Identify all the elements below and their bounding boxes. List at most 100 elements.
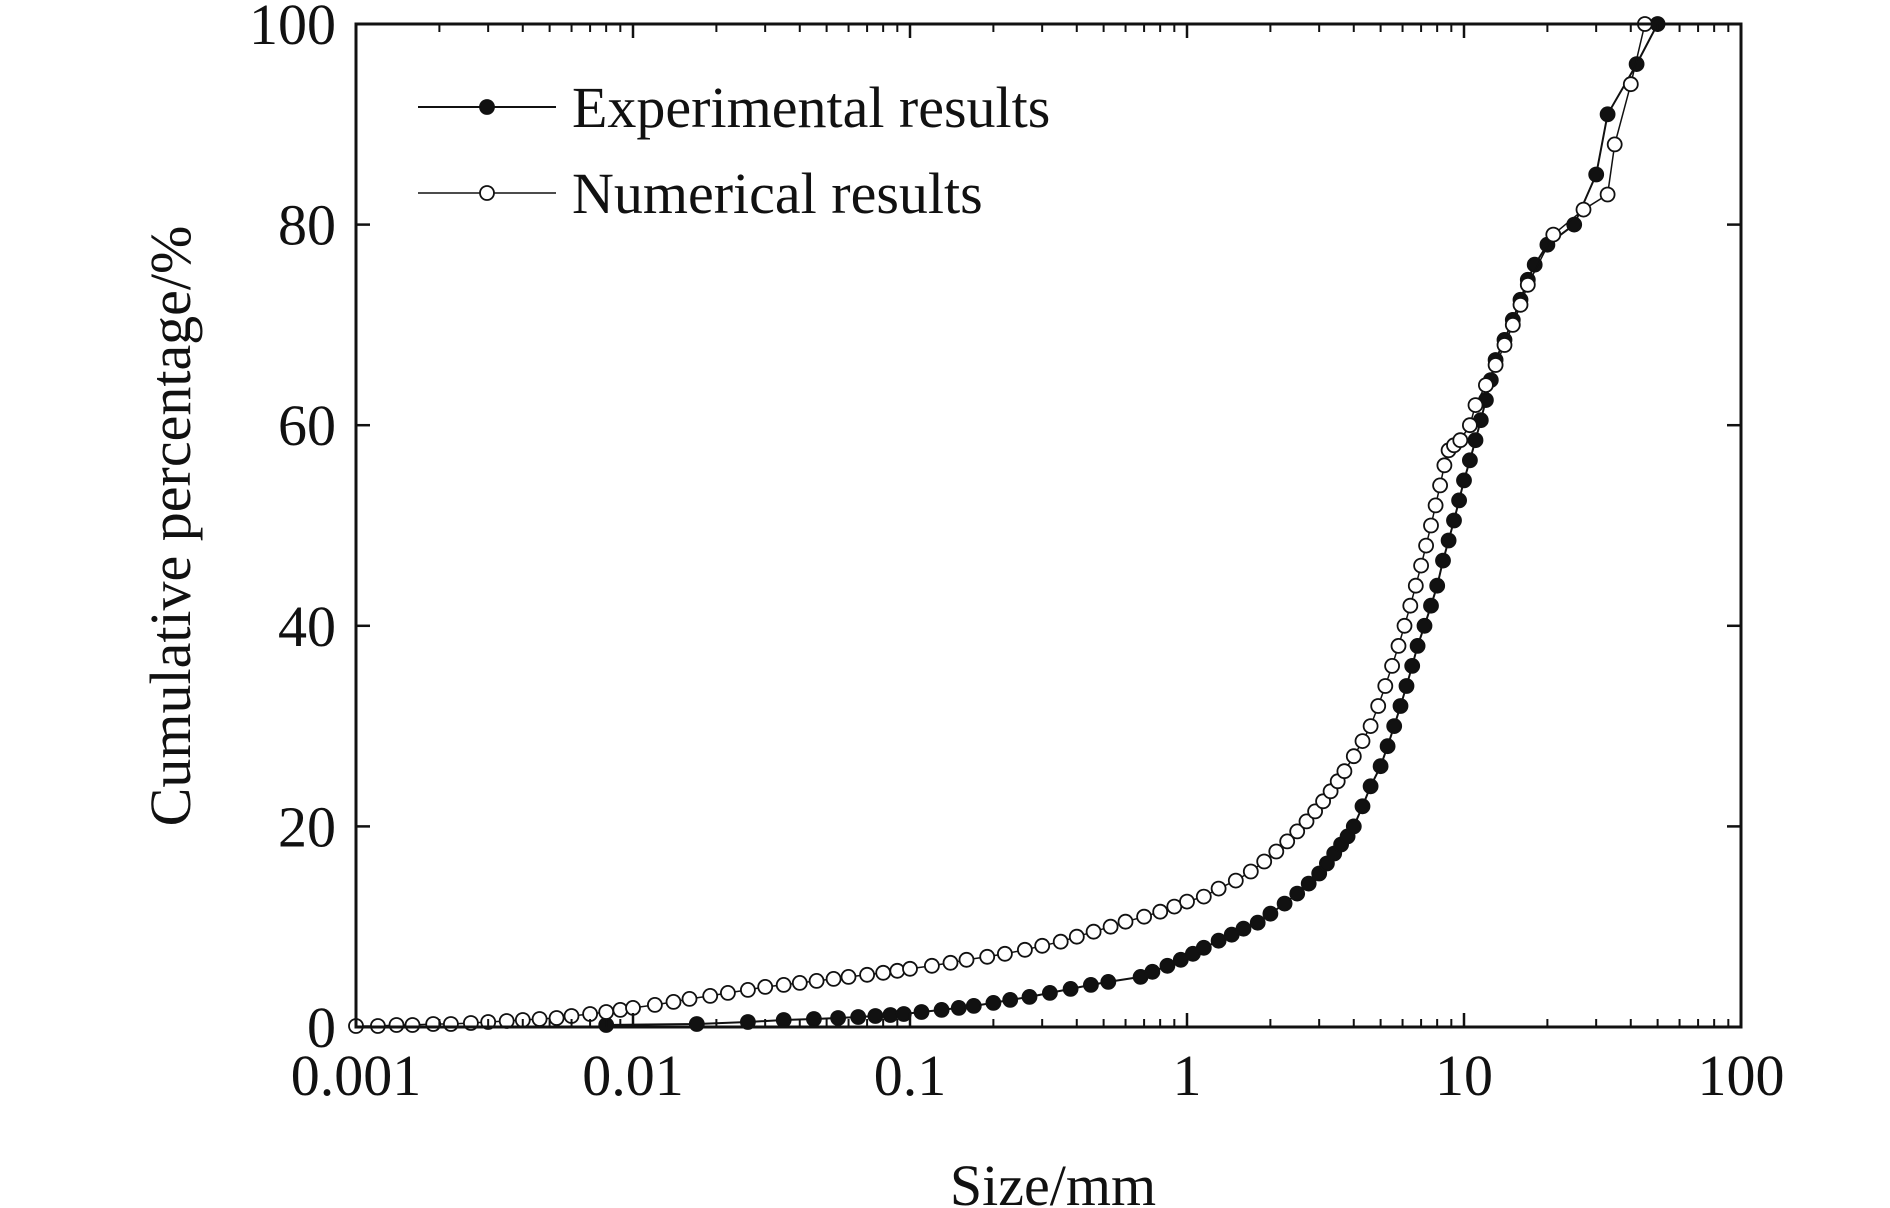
experimental-point (1462, 452, 1478, 469)
experimental-point (1435, 552, 1451, 569)
numerical-point (1085, 923, 1102, 940)
numerical-point (1407, 577, 1424, 594)
numerical-point (1289, 823, 1306, 840)
experimental-point (933, 1002, 950, 1018)
experimental-point (1062, 981, 1079, 997)
numerical-point (1413, 557, 1429, 574)
numerical-point (1336, 763, 1353, 780)
experimental-point (1566, 216, 1583, 233)
numerical-point (825, 971, 842, 987)
numerical-point (1606, 136, 1623, 153)
numerical-point (775, 977, 792, 993)
numerical-point (598, 1004, 615, 1020)
experimental-point (1195, 939, 1212, 956)
numerical-point (1622, 76, 1639, 93)
experimental-point (1262, 905, 1279, 922)
numerical-point (647, 997, 663, 1013)
y-tick-label: 100 (249, 0, 336, 57)
numerical-point (625, 1000, 641, 1016)
experimental-point (1289, 885, 1306, 902)
experimental-point (1599, 106, 1616, 123)
numerical-point (1390, 638, 1407, 654)
numerical-point (902, 960, 918, 977)
experimental-point (1144, 963, 1161, 980)
numerical-point (548, 1010, 565, 1026)
numerical-point (531, 1011, 548, 1027)
numerical-point (720, 985, 736, 1001)
experimental-point (1404, 658, 1421, 674)
experimental-point (1100, 974, 1117, 990)
y-axis-title: Cumulative percentage/% (138, 226, 203, 827)
numerical-point (1519, 276, 1536, 293)
numerical-point (1279, 833, 1296, 850)
numerical-point (1436, 457, 1453, 474)
numerical-point (1017, 941, 1033, 958)
numerical-point (1370, 698, 1387, 714)
legend: Experimental results Numerical results (418, 75, 1050, 226)
numerical-point (1034, 937, 1051, 954)
numerical-point (1179, 893, 1195, 910)
experimental-point (1042, 985, 1058, 1001)
numerical-point (1152, 903, 1169, 920)
experimental-point (1021, 989, 1038, 1005)
numerical-point (1298, 813, 1315, 830)
numerical-point (1136, 908, 1152, 925)
numerical-point (1117, 913, 1134, 930)
experimental-point (850, 1009, 867, 1025)
experimental-point (965, 998, 982, 1014)
numerical-point (1384, 658, 1400, 674)
experimental-point (1249, 914, 1266, 931)
experimental-point (867, 1008, 884, 1024)
numerical-point (1418, 537, 1434, 554)
numerical-point (702, 988, 719, 1004)
experimental-point (1398, 678, 1415, 694)
numerical-point (1467, 397, 1484, 414)
legend-marker-numerical (479, 185, 495, 201)
numerical-point (1052, 933, 1069, 950)
numerical-point (1377, 678, 1394, 694)
y-tick-label: 80 (278, 193, 336, 258)
numerical-point (1268, 843, 1285, 860)
numerical-point (1487, 357, 1504, 373)
y-tick-label: 20 (278, 794, 336, 859)
x-tick-label: 100 (1698, 1043, 1785, 1108)
numerical-point (924, 957, 940, 974)
legend-marker-experimental (479, 99, 495, 115)
experimental-point (1379, 738, 1396, 755)
numerical-point (1307, 803, 1323, 820)
numerical-point (1478, 377, 1494, 394)
y-tick-label: 0 (307, 995, 336, 1060)
numerical-point (388, 1017, 405, 1033)
experimental-point (1456, 472, 1472, 489)
experimental-point (1362, 778, 1379, 795)
experimental-point (1372, 758, 1389, 775)
experimental-point (1423, 597, 1439, 614)
x-axis-title: Size/mm (950, 1153, 1156, 1208)
numerical-point (979, 948, 996, 965)
numerical-point (997, 945, 1013, 962)
numerical-point (1396, 617, 1413, 634)
numerical-point (1452, 432, 1469, 449)
numerical-point (859, 966, 875, 983)
numerical-point (1242, 863, 1259, 880)
numerical-point (1504, 316, 1521, 333)
numerical-point (791, 975, 808, 991)
numerical-point (1423, 517, 1439, 534)
experimental-point (913, 1004, 930, 1020)
experimental-point (1467, 432, 1484, 449)
numerical-point (681, 991, 698, 1007)
numerical-point (582, 1006, 598, 1022)
numerical-point (1102, 918, 1119, 935)
numerical-point (740, 982, 756, 998)
x-tick-label: 0.01 (582, 1043, 684, 1108)
plot-frame (354, 22, 1743, 1029)
numerical-point (1210, 880, 1227, 897)
x-tick-label: 0.001 (291, 1043, 422, 1108)
experimental-point (1083, 977, 1099, 993)
numerical-point (1545, 226, 1562, 243)
numerical-point (958, 951, 975, 968)
experimental-point (1392, 698, 1409, 714)
numerical-point (1354, 733, 1371, 749)
plot-area (348, 16, 1666, 1034)
experimental-point (1354, 798, 1371, 815)
